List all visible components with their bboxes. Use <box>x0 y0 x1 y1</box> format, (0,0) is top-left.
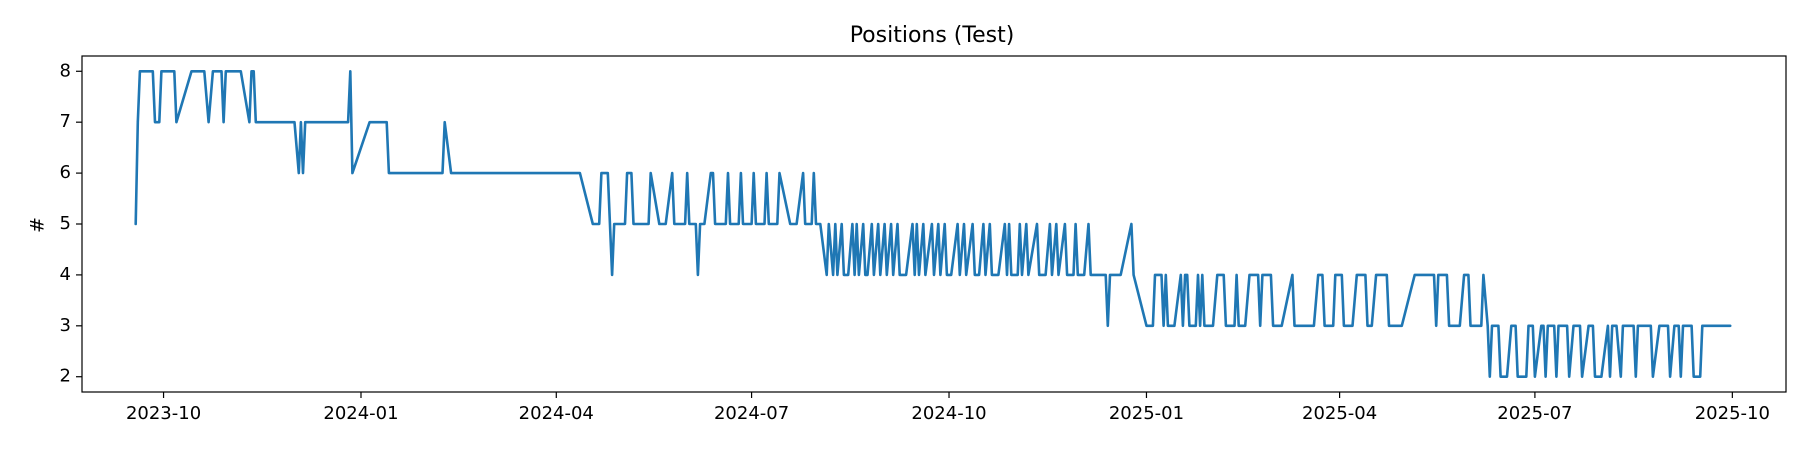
y-tick-label: 6 <box>60 162 71 183</box>
x-tick-label: 2024-04 <box>519 403 594 424</box>
y-axis: 2 3 4 5 6 7 8 <box>60 60 82 387</box>
x-axis: 2023-10 2024-01 2024-04 2024-07 2024-10 2025-… <box>126 392 1770 424</box>
x-tick-label: 2024-10 <box>911 403 986 424</box>
y-tick-label: 8 <box>60 60 71 81</box>
chart-title: Positions (Test) <box>850 23 1015 48</box>
plot-frame <box>81 55 1787 393</box>
x-tick-label: 2025-07 <box>1497 403 1572 424</box>
x-tick-label: 2023-10 <box>126 403 201 424</box>
y-tick-label: 4 <box>60 264 71 285</box>
x-tick-label: 2025-10 <box>1695 403 1770 424</box>
x-tick-label: 2024-07 <box>714 403 789 424</box>
plot-series <box>134 70 1732 378</box>
y-tick-label: 2 <box>60 366 71 387</box>
y-axis-label: # <box>27 217 49 233</box>
y-tick-label: 3 <box>60 315 71 336</box>
y-tick-label: 5 <box>60 213 71 234</box>
x-tick-label: 2024-01 <box>323 403 398 424</box>
x-tick-label: 2025-01 <box>1109 403 1184 424</box>
x-tick-label: 2025-04 <box>1302 403 1377 424</box>
y-tick-label: 7 <box>60 111 71 132</box>
series-line <box>134 70 1732 378</box>
